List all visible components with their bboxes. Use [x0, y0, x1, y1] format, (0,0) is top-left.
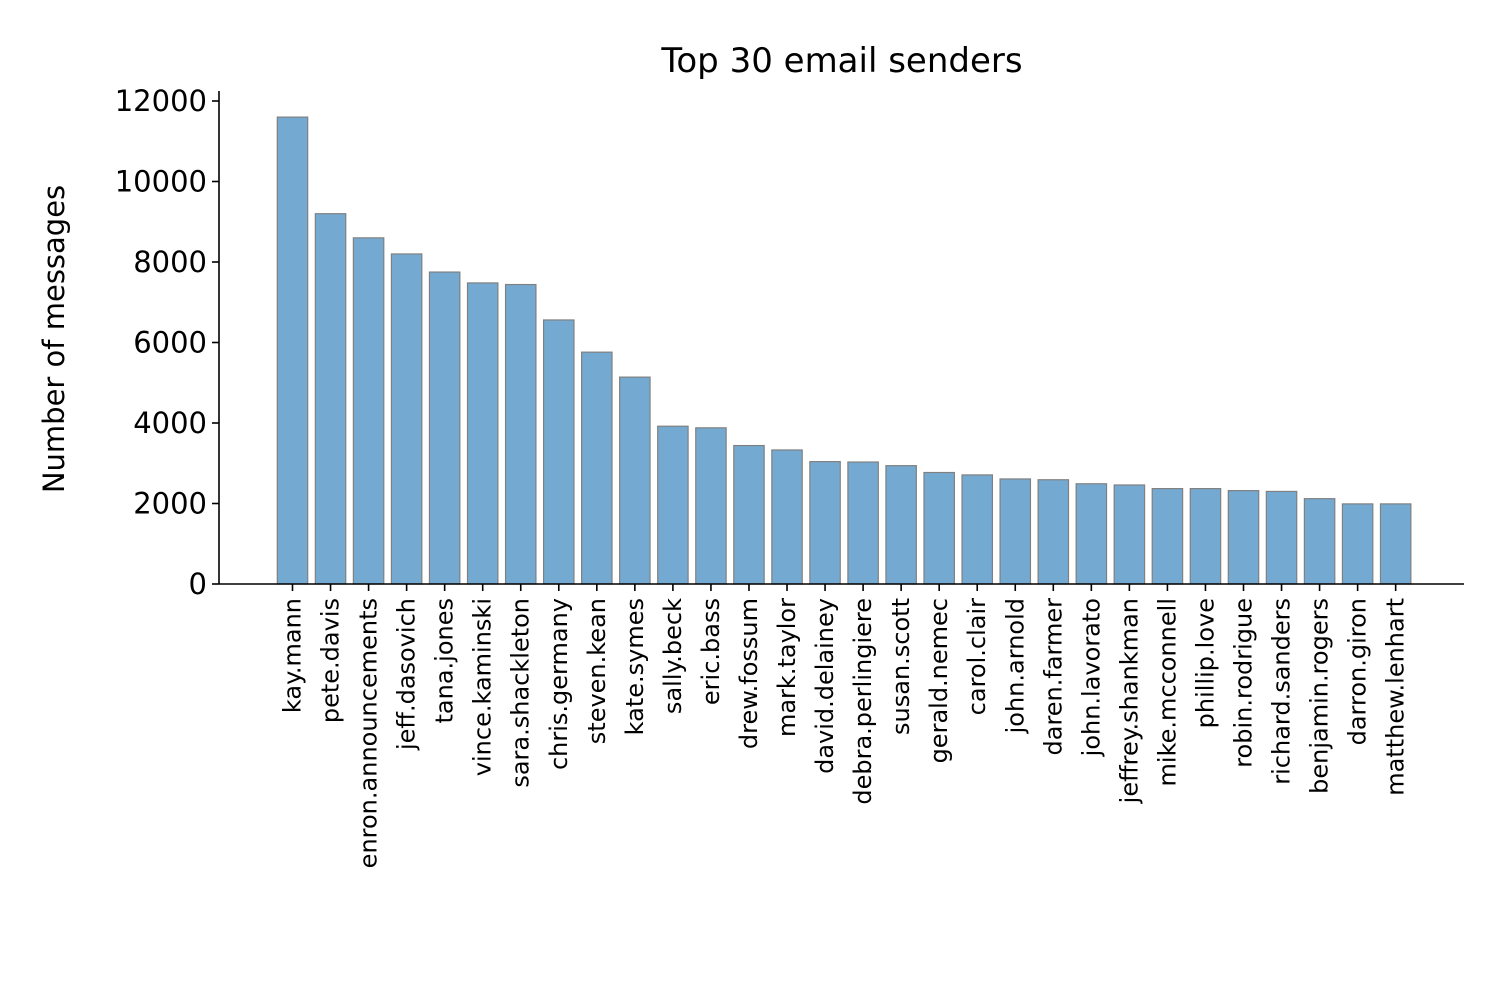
x-tick-label: steven.kean	[583, 598, 611, 744]
bar-tana-jones	[428, 271, 461, 585]
x-tick-label: chris.germany	[545, 598, 573, 770]
chart-title: Top 30 email senders	[660, 41, 1022, 81]
y-axis-label: Number of messages	[37, 185, 71, 493]
x-tick-label: benjamin.rogers	[1306, 598, 1334, 794]
x-tick-label: kay.mann	[279, 598, 307, 713]
bar-debra-perlingiere	[847, 461, 879, 585]
x-tick-label: john.arnold	[1001, 598, 1029, 734]
x-tick-label: darron.giron	[1344, 598, 1372, 745]
bar-steven-kean	[581, 351, 613, 585]
bar-kay-mann	[276, 116, 309, 585]
y-tick-label: 6000	[133, 326, 207, 360]
x-tick-label: sally.beck	[659, 598, 687, 714]
x-tick-label: jeff.dasovich	[393, 598, 421, 751]
x-tick-label: john.lavorato	[1077, 598, 1105, 757]
bar-eric-bass	[695, 427, 727, 585]
bar-darron-giron	[1341, 503, 1374, 585]
bar-drew-fossum	[733, 444, 765, 585]
bar-daren-farmer	[1037, 479, 1070, 585]
y-tick-label: 4000	[133, 406, 207, 440]
x-tick-label: eric.bass	[697, 598, 725, 705]
y-axis-ticks: 0 2000 4000 6000 8000 10000 12000	[115, 84, 219, 601]
x-tick-label: robin.rodrigue	[1230, 598, 1258, 768]
x-tick-label: mike.mcconnell	[1153, 598, 1181, 786]
y-tick-label: 2000	[133, 487, 207, 521]
x-tick-label: pete.davis	[317, 598, 345, 723]
y-tick-label: 12000	[115, 84, 207, 118]
bar-sally-beck	[657, 425, 689, 585]
x-tick-label: tana.jones	[431, 598, 459, 724]
x-tick-label: carol.clair	[963, 598, 991, 715]
bar-jeffrey-shankman	[1113, 484, 1146, 585]
x-tick-label: phillip.love	[1191, 598, 1219, 728]
bar-kate-symes	[619, 376, 651, 585]
x-tick-label: mark.taylor	[773, 598, 801, 737]
bar-sara-shackleton	[504, 283, 537, 585]
bar-carol-clair	[961, 474, 994, 585]
bar-vince-kaminski	[466, 282, 499, 585]
y-tick-label: 0	[189, 567, 207, 601]
bar-phillip-love	[1189, 488, 1222, 585]
x-tick-label: daren.farmer	[1039, 598, 1067, 756]
bar-jeff-dasovich	[390, 253, 423, 585]
bar-mike-mcconnell	[1151, 488, 1184, 585]
x-tick-label: susan.scott	[887, 598, 915, 735]
bar-david-delainey	[809, 461, 841, 585]
bars-group	[276, 116, 1412, 585]
x-tick-label: debra.perlingiere	[849, 598, 877, 805]
x-tick-label: enron.announcements	[355, 598, 383, 868]
x-tick-label: richard.sanders	[1268, 598, 1296, 785]
bar-chris-germany	[542, 319, 575, 585]
x-tick-label: gerald.nemec	[925, 598, 953, 763]
x-tick-label: david.delainey	[811, 598, 839, 774]
bar-matthew-lenhart	[1379, 503, 1412, 585]
bar-john-lavorato	[1075, 483, 1108, 585]
x-axis-ticks: kay.mann pete.davis enron.announcements jef…	[279, 584, 1410, 868]
x-tick-label: matthew.lenhart	[1382, 598, 1410, 796]
bar-susan-scott	[885, 465, 917, 585]
x-tick-label: kate.symes	[621, 598, 649, 735]
x-tick-label: drew.fossum	[735, 598, 763, 749]
y-tick-label: 8000	[133, 245, 207, 279]
bar-robin-rodrigue	[1227, 490, 1260, 585]
x-tick-label: jeffrey.shankman	[1115, 598, 1143, 804]
bar-benjamin-rogers	[1303, 498, 1336, 585]
bar-john-arnold	[999, 478, 1032, 585]
bar-enron-announcements	[352, 237, 385, 585]
bar-pete-davis	[314, 213, 347, 585]
x-tick-label: vince.kaminski	[469, 598, 497, 776]
bar-mark-taylor	[771, 449, 803, 585]
bar-richard-sanders	[1265, 490, 1298, 585]
y-tick-label: 10000	[115, 165, 207, 199]
x-tick-label: sara.shackleton	[507, 598, 535, 788]
bar-gerald-nemec	[923, 471, 955, 585]
